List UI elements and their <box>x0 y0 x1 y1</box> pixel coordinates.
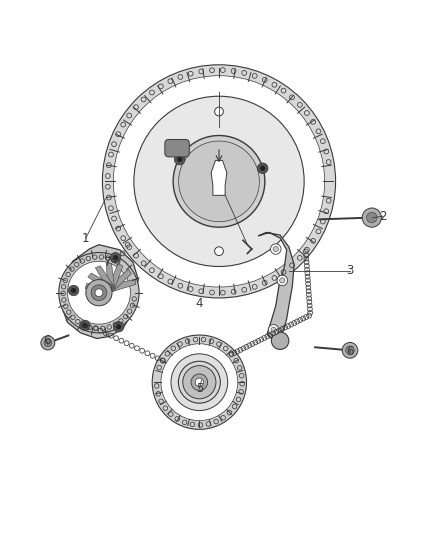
Circle shape <box>195 378 204 386</box>
Circle shape <box>280 278 285 283</box>
Circle shape <box>362 208 381 227</box>
Text: 6: 6 <box>43 334 50 347</box>
Text: 2: 2 <box>379 210 386 223</box>
Circle shape <box>367 212 377 223</box>
Circle shape <box>178 361 220 403</box>
Circle shape <box>191 374 208 391</box>
Circle shape <box>95 289 103 297</box>
Circle shape <box>41 336 55 350</box>
Text: 1: 1 <box>82 232 90 245</box>
Circle shape <box>215 247 223 255</box>
Polygon shape <box>111 279 136 292</box>
Circle shape <box>171 354 228 410</box>
Polygon shape <box>60 245 138 338</box>
Circle shape <box>260 166 265 171</box>
Circle shape <box>113 255 118 261</box>
Circle shape <box>271 244 281 254</box>
Circle shape <box>91 285 107 301</box>
Circle shape <box>215 107 223 116</box>
Circle shape <box>342 343 358 358</box>
Polygon shape <box>108 263 123 290</box>
Text: 3: 3 <box>346 264 353 277</box>
Polygon shape <box>85 284 112 292</box>
Circle shape <box>71 288 76 293</box>
Circle shape <box>113 321 124 332</box>
Circle shape <box>272 332 289 350</box>
Circle shape <box>346 346 354 354</box>
Circle shape <box>179 141 259 222</box>
Circle shape <box>174 154 185 165</box>
Circle shape <box>177 157 182 162</box>
Circle shape <box>113 76 325 287</box>
Circle shape <box>134 96 304 266</box>
Text: 7: 7 <box>104 256 111 269</box>
Text: 4: 4 <box>196 297 203 310</box>
Text: 6: 6 <box>346 345 354 358</box>
Circle shape <box>86 280 112 306</box>
Circle shape <box>271 327 276 333</box>
Text: 5: 5 <box>196 382 203 395</box>
Circle shape <box>59 253 139 333</box>
Polygon shape <box>88 273 113 291</box>
Circle shape <box>116 324 121 329</box>
Circle shape <box>68 285 79 296</box>
Circle shape <box>102 65 336 298</box>
FancyBboxPatch shape <box>165 140 189 157</box>
Circle shape <box>277 275 288 286</box>
Circle shape <box>173 135 265 227</box>
Circle shape <box>82 323 88 328</box>
Polygon shape <box>258 232 294 338</box>
Circle shape <box>258 163 268 174</box>
Polygon shape <box>211 160 227 195</box>
Circle shape <box>44 339 52 347</box>
Circle shape <box>110 253 121 263</box>
Circle shape <box>273 246 279 252</box>
Circle shape <box>161 344 238 421</box>
Circle shape <box>80 320 90 330</box>
Circle shape <box>183 366 216 399</box>
Circle shape <box>152 335 247 430</box>
Circle shape <box>67 261 131 324</box>
Polygon shape <box>95 266 114 289</box>
Circle shape <box>268 325 279 335</box>
Polygon shape <box>110 269 131 292</box>
Polygon shape <box>106 263 115 289</box>
